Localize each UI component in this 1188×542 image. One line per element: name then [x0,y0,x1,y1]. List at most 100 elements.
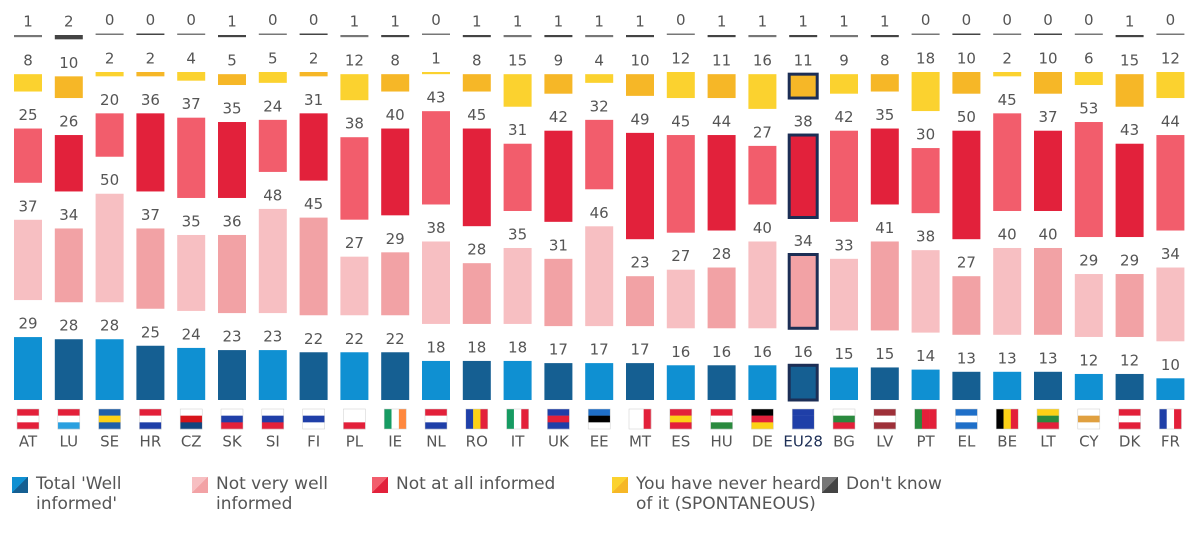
flag-stripe [180,409,203,416]
flag-stripe [261,415,284,423]
bar-segment [789,35,818,38]
value-label: 5 [268,50,278,68]
bar-segment [258,350,287,400]
bar-segment [952,33,981,35]
legend-swatch [612,477,628,493]
value-label: 45 [671,113,690,131]
value-label: 16 [753,343,772,361]
bar-segment [748,241,777,329]
value-label: 15 [508,52,527,70]
flag-stripe [343,415,366,423]
flag-stripe [873,409,896,416]
flag-border [587,408,611,430]
flag-stripe [425,409,447,416]
value-label: 13 [1038,349,1057,367]
flag-border [179,408,203,430]
legend-item: Total 'Well informed' [12,474,166,514]
value-label: 9 [554,52,564,70]
bar-segment [258,72,287,83]
value-label: 22 [304,330,323,348]
flag-stripe [1077,422,1100,430]
bar-segment [993,113,1022,211]
flag-stripe [261,409,284,416]
flag-border [628,408,652,430]
flag-stripe [391,409,400,429]
bar-segment [1115,373,1144,400]
bar-segment [544,130,573,222]
bar-segment [299,113,328,181]
flag-stripe [669,409,692,416]
bar-segment [748,365,777,400]
value-label: 20 [100,91,119,109]
x-tick-label: MT [629,433,652,451]
flag-stripe [833,422,855,430]
flag-stripe [17,409,39,416]
bar-segment [748,35,777,38]
value-label: 28 [100,317,119,335]
flag-stripe [521,409,529,429]
bar-segment [503,74,532,107]
flag-stripe [425,415,447,423]
bar-segment [218,74,246,86]
bar-segment [1034,33,1062,35]
value-label: 1 [1125,13,1135,31]
bar-segment [707,267,736,329]
bar-segment [218,350,246,400]
bar-segment [870,128,899,205]
x-tick-label: LV [876,433,894,451]
flag-border [955,408,978,430]
flag-stripe [1037,415,1059,423]
value-label: 10 [957,50,976,68]
flag-stripe [833,415,855,423]
flag-stripe [465,409,474,429]
value-label: 12 [345,52,364,70]
bar-segment [626,35,654,38]
flag-stripe [343,409,366,416]
value-label: 18 [916,50,935,68]
flag-stripe [506,409,515,429]
flag-stripe [473,409,481,429]
bar-segment [381,252,410,316]
bar-segment [787,363,819,402]
flag-stripe [955,422,978,430]
value-label: 45 [304,195,323,213]
flag-stripe [955,415,978,423]
value-label: 44 [1161,113,1180,131]
bar-segment [1074,33,1103,35]
value-label: 1 [350,13,360,31]
value-label: 31 [508,121,527,139]
flag-stripe [302,422,325,430]
value-label: 12 [1120,351,1139,369]
bar-segment [1034,371,1062,400]
value-label: 35 [222,100,241,118]
flag-border [832,408,856,430]
bar-segment [136,113,165,192]
flag-stripe [1166,409,1175,429]
flag-border [57,408,81,430]
legend-swatch [372,477,388,493]
bar-segment [911,72,940,112]
value-label: 23 [263,328,282,346]
flag-stripe [929,409,937,429]
flag-stripe [1003,409,1012,429]
bar-segment [54,76,83,99]
value-label: 22 [386,330,405,348]
value-label: 16 [753,52,772,70]
value-label: 38 [916,228,935,246]
value-label: 40 [753,219,772,237]
bar-segment [136,228,165,309]
bar-segment [585,226,614,327]
bar-segment [707,365,736,400]
value-label: 44 [712,113,731,131]
value-label: 5 [227,52,237,70]
flag-border [791,408,815,430]
legend-item: Not very well informed [192,474,356,514]
flag-stripe [588,415,611,423]
x-tick-label: EL [957,433,975,451]
bar-segment [14,35,42,38]
value-label: 15 [1120,52,1139,70]
value-label: 6 [1084,50,1094,68]
bar-segment [503,35,532,38]
value-label: 13 [998,349,1017,367]
